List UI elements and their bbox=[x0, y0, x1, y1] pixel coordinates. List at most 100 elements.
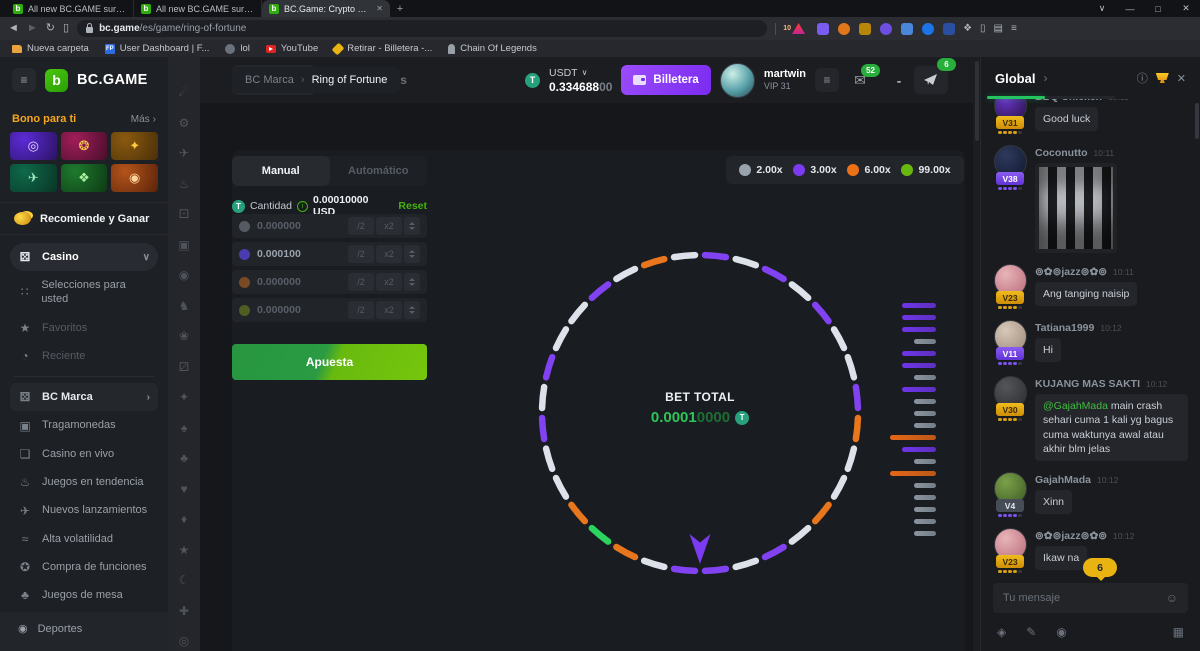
chat-tab-global[interactable]: Global bbox=[995, 70, 1036, 86]
sidebar-item-nuevos-lanzamientos[interactable]: ✈ Nuevos lanzamientos bbox=[10, 496, 158, 524]
game-shortcut-diamonds-icon[interactable]: ♦ bbox=[180, 512, 188, 526]
bookmark-item[interactable]: Retirar - Billetera -... bbox=[331, 42, 432, 55]
wallet-button[interactable]: Billetera bbox=[621, 65, 711, 95]
game-shortcut-hearts-icon[interactable]: ♥ bbox=[180, 481, 188, 496]
game-shortcut-plus-icon[interactable]: ✚ bbox=[178, 603, 190, 618]
sidebar-item-tragamonedas[interactable]: ▣ Tragamonedas bbox=[10, 411, 158, 439]
game-shortcut-ball-icon[interactable]: ◉ bbox=[178, 268, 190, 282]
amount-stepper[interactable] bbox=[404, 273, 420, 291]
user-info[interactable]: martwin VIP 31 bbox=[763, 67, 806, 92]
extension-icon[interactable] bbox=[880, 22, 893, 35]
extension-icon[interactable] bbox=[943, 22, 956, 35]
extension-icon[interactable] bbox=[817, 22, 830, 35]
breadcrumb-parent[interactable]: BC Marca bbox=[245, 74, 294, 86]
double-bet-button[interactable]: x2 bbox=[376, 273, 402, 291]
game-shortcut-dice2-icon[interactable]: ⚂ bbox=[178, 359, 190, 374]
sidebar-item-reciente[interactable]: ◔ Reciente bbox=[10, 342, 158, 370]
bet-amount-value[interactable]: 0.000000 bbox=[257, 276, 301, 288]
extension-icon[interactable] bbox=[859, 22, 872, 35]
bookmark-item[interactable]: YouTube bbox=[265, 43, 318, 54]
chat-info-icon[interactable]: ⓘ bbox=[1136, 73, 1148, 85]
game-shortcut-target-icon[interactable]: ◎ bbox=[178, 634, 190, 648]
amount-stepper[interactable] bbox=[404, 301, 420, 319]
game-shortcut-clubs-icon[interactable]: ♣ bbox=[180, 451, 188, 465]
double-bet-button[interactable]: x2 bbox=[376, 245, 402, 263]
bet-amount-value[interactable]: 0.000000 bbox=[257, 220, 301, 232]
chat-username[interactable]: ⊚✿⊚jazz⊚✿⊚ bbox=[1035, 530, 1108, 542]
extension-icon[interactable] bbox=[901, 22, 914, 35]
chat-rules-icon[interactable]: ✎ bbox=[1026, 625, 1037, 639]
bet-amount-value[interactable]: 0.000000 bbox=[257, 304, 301, 316]
extension-icon[interactable] bbox=[838, 22, 851, 35]
amount-stepper[interactable] bbox=[404, 217, 420, 235]
bonus-tile[interactable]: ❂ bbox=[60, 132, 108, 160]
bet-amount-row[interactable]: 0.000100/2 x2 bbox=[232, 242, 427, 266]
bet-amount-row[interactable]: 0.000000/2 x2 bbox=[232, 270, 427, 294]
chat-username[interactable]: BBQ Chicken bbox=[1035, 99, 1102, 103]
game-shortcut-moon-icon[interactable]: ☾ bbox=[178, 573, 190, 587]
bet-mode-tab-manual[interactable]: Manual bbox=[232, 156, 330, 186]
amount-stepper[interactable] bbox=[404, 245, 420, 263]
sidebar-item-juegos-de-mesa[interactable]: ♣ Juegos de mesa bbox=[10, 581, 158, 609]
half-bet-button[interactable]: /2 bbox=[348, 245, 374, 263]
sidebar-item-selecciones-para-usted[interactable]: ∷ Selecciones para usted bbox=[10, 271, 158, 314]
close-button[interactable]: ✕ bbox=[1182, 3, 1190, 13]
sidebar-item-juegos-en-tendencia[interactable]: ♨ Juegos en tendencia bbox=[10, 468, 158, 496]
mail-icon[interactable]: ✉ 52 bbox=[848, 63, 880, 89]
chat-username[interactable]: GajahMada bbox=[1035, 474, 1092, 486]
sidebar-item-bc-marca[interactable]: ⚄ BC Marca › bbox=[10, 383, 158, 412]
mention-link[interactable]: @GajahMada bbox=[1043, 400, 1108, 413]
sidebar-item-favoritos[interactable]: ★ Favoritos bbox=[10, 314, 158, 342]
sidebar-item-compra-de-funciones[interactable]: ✪ Compra de funciones bbox=[10, 553, 158, 581]
new-tab-button[interactable]: + bbox=[396, 2, 404, 15]
bet-mode-tab-automático[interactable]: Automático bbox=[348, 165, 409, 177]
chat-username[interactable]: Coconutto bbox=[1035, 147, 1088, 160]
bookmark-item[interactable]: lol bbox=[225, 43, 250, 54]
sidebar-item-casino-en-vivo[interactable]: ❏ Casino en vivo bbox=[10, 440, 158, 468]
game-shortcut-spark-icon[interactable]: ✦ bbox=[178, 390, 190, 404]
bookmark-item[interactable]: Chain Of Legends bbox=[448, 43, 537, 54]
main-scrollbar[interactable] bbox=[973, 57, 980, 651]
bet-amount-value[interactable]: 0.000100 bbox=[257, 248, 301, 260]
game-shortcut-mines-icon[interactable]: ♨ bbox=[178, 176, 190, 191]
half-bet-button[interactable]: /2 bbox=[348, 273, 374, 291]
extension-icon[interactable] bbox=[922, 22, 935, 35]
tab-close-icon[interactable]: ✕ bbox=[376, 4, 383, 13]
browser-tab[interactable]: b All new BC.GAME survey & feedback bbox=[134, 0, 262, 17]
reset-button[interactable]: Reset bbox=[398, 200, 427, 212]
gif-keyboard-icon[interactable]: ▦ bbox=[1172, 625, 1184, 639]
tab-search-icon[interactable]: ∨ bbox=[1098, 3, 1106, 13]
half-bet-button[interactable]: /2 bbox=[348, 217, 374, 235]
minimize-button[interactable]: — bbox=[1125, 3, 1135, 14]
sidebar-toggle-icon[interactable]: ≡ bbox=[12, 68, 36, 92]
chat-close-icon[interactable]: ✕ bbox=[1176, 72, 1186, 85]
game-shortcut-knight-icon[interactable]: ♞ bbox=[178, 298, 190, 313]
game-shortcut-crash-icon[interactable]: ☄ bbox=[178, 85, 190, 99]
sidebar-item-alta-volatilidad[interactable]: ≈ Alta volatilidad bbox=[10, 525, 158, 553]
new-messages-pill[interactable]: 6 bbox=[1083, 558, 1117, 581]
browser-menu-icon[interactable]: ≡ bbox=[1011, 23, 1017, 34]
bonus-tile[interactable]: ◎ bbox=[10, 132, 57, 160]
bookmark-icon[interactable]: ▯ bbox=[63, 22, 70, 34]
reload-icon[interactable]: ↻ bbox=[45, 22, 55, 34]
chevron-right-icon[interactable]: › bbox=[1043, 71, 1048, 85]
extensions-puzzle-icon[interactable]: ❖ bbox=[963, 23, 973, 34]
trophy-icon[interactable] bbox=[1155, 73, 1169, 83]
coin-rain-icon[interactable]: ◈ bbox=[997, 625, 1007, 639]
forward-icon[interactable]: ► bbox=[26, 22, 38, 34]
game-shortcut-dice-icon[interactable]: ⚀ bbox=[178, 207, 190, 221]
game-shortcut-spades-icon[interactable]: ♠ bbox=[180, 420, 188, 435]
browser-tab[interactable]: b BC.Game: Crypto Casino Games & ✕ bbox=[262, 0, 390, 17]
info-icon[interactable]: i bbox=[297, 200, 308, 212]
user-avatar[interactable] bbox=[719, 62, 755, 98]
emoji-picker-icon[interactable]: ☺ bbox=[1165, 591, 1178, 605]
game-shortcut-flower-icon[interactable]: ❀ bbox=[178, 329, 190, 343]
double-bet-button[interactable]: x2 bbox=[376, 301, 402, 319]
wallet-toolbar-icon[interactable]: ▤ bbox=[993, 23, 1003, 34]
game-shortcut-starx-icon[interactable]: ★ bbox=[178, 542, 190, 557]
betslip-list-icon[interactable]: ≡ bbox=[815, 68, 839, 92]
browser-tab[interactable]: b All new BC.GAME survey & feedback bbox=[6, 0, 134, 17]
bonus-tile[interactable]: ✦ bbox=[111, 132, 158, 160]
bonus-tile[interactable]: ✈ bbox=[10, 164, 57, 192]
double-bet-button[interactable]: x2 bbox=[376, 217, 402, 235]
